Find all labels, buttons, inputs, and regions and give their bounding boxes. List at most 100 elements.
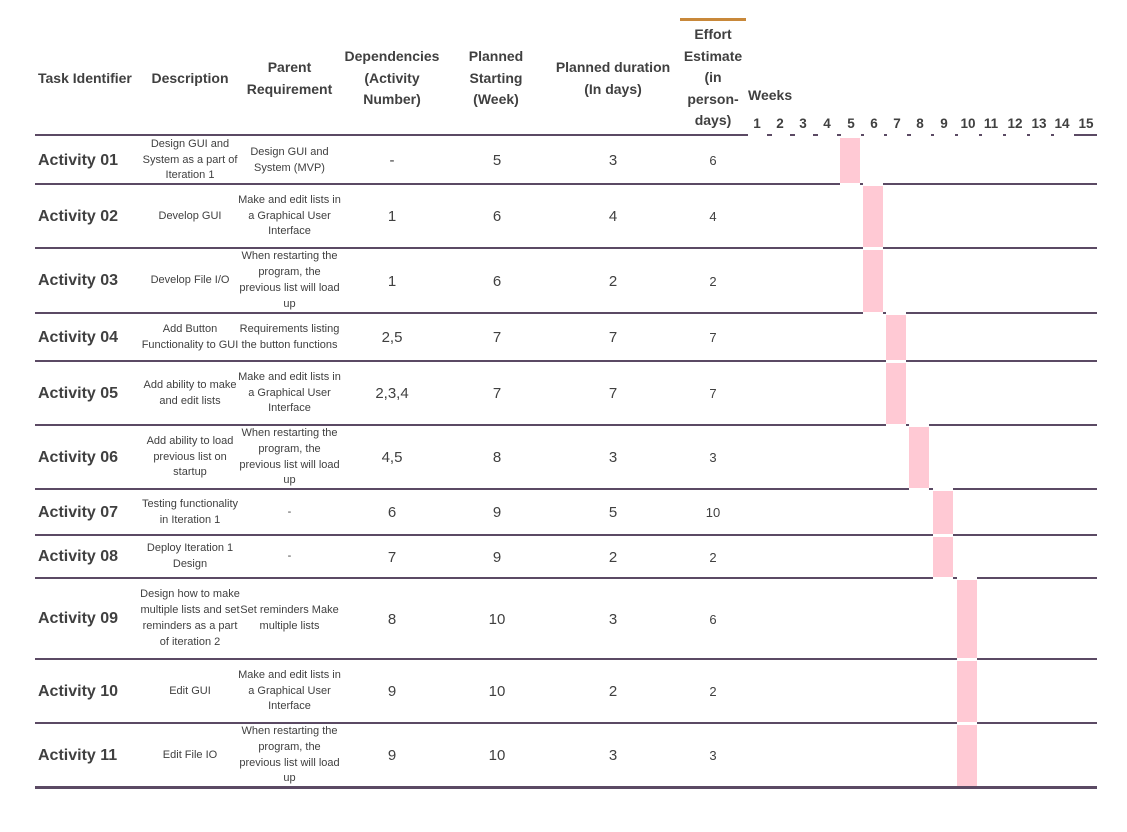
- parent-requirement: Make and edit lists in a Graphical User …: [238, 370, 341, 415]
- row-divider: [35, 534, 933, 536]
- dependencies: 4,5: [381, 449, 403, 466]
- dependencies: 1: [387, 272, 397, 290]
- dependencies: -: [389, 152, 395, 169]
- header-rule: [1077, 134, 1097, 136]
- activity-id: Activity 10: [38, 682, 119, 700]
- activity-description: Develop File I/O: [150, 274, 230, 287]
- week-number: 13: [1031, 116, 1047, 131]
- header-rule: [790, 134, 795, 136]
- gantt-bar: [957, 661, 977, 722]
- row-divider: [953, 534, 1097, 536]
- effort-estimate: 6: [709, 153, 717, 168]
- dependencies: 9: [387, 683, 397, 700]
- week-number: 7: [893, 116, 901, 131]
- dependencies: 8: [387, 610, 397, 628]
- row-divider: [977, 722, 1097, 724]
- parent-requirement: When restarting the program, the previou…: [239, 426, 340, 487]
- week-number: 11: [983, 116, 999, 131]
- planned-start: 10: [488, 610, 506, 628]
- row-divider: [35, 658, 957, 660]
- activity-description: Add ability to load previous list on sta…: [146, 434, 234, 479]
- planned-start: 8: [492, 449, 502, 466]
- header-rule: [861, 134, 864, 136]
- activity-description: Develop GUI: [158, 209, 222, 222]
- header-planned-duration: Planned duration (In days): [555, 59, 671, 97]
- row-divider: [883, 312, 886, 314]
- parent-requirement: Set reminders Make multiple lists: [240, 604, 339, 632]
- planned-duration: 4: [608, 208, 618, 225]
- planned-duration: 3: [608, 152, 618, 169]
- effort-estimate: 3: [709, 748, 717, 763]
- effort-estimate: 4: [709, 209, 717, 224]
- header-parent-requirement: Parent Requirement: [246, 59, 333, 97]
- row-divider: [35, 360, 886, 362]
- dependencies: 1: [387, 208, 397, 225]
- row-divider: [35, 247, 863, 249]
- row-divider: [35, 183, 840, 185]
- row-divider: [929, 424, 1097, 426]
- row-divider: [35, 786, 1097, 789]
- activity-description: Deploy Iteration 1 Design: [146, 542, 234, 570]
- effort-header-accent: [680, 18, 746, 21]
- gantt-bar: [957, 580, 977, 658]
- header-rule: [767, 134, 772, 136]
- planned-duration: 7: [608, 385, 618, 402]
- header-dependencies: Dependencies (Activity Number): [344, 48, 440, 107]
- gantt-bar: [863, 250, 883, 312]
- row-divider: [906, 424, 909, 426]
- row-divider: [977, 577, 1097, 579]
- activity-description: Add ability to make and edit lists: [143, 378, 237, 407]
- activity-id: Activity 06: [38, 448, 119, 466]
- activity-id: Activity 09: [38, 610, 119, 627]
- row-divider: [883, 247, 1097, 249]
- parent-requirement: When restarting the program, the previou…: [239, 250, 340, 310]
- header-rule: [35, 134, 748, 136]
- planned-start: 6: [492, 272, 502, 290]
- row-divider: [35, 577, 933, 579]
- activity-id: Activity 03: [38, 272, 119, 289]
- activity-id: Activity 08: [38, 548, 119, 565]
- row-divider: [906, 360, 1097, 362]
- row-divider: [35, 722, 957, 724]
- header-task-identifier: Task Identifier: [38, 70, 132, 86]
- activity-description: Testing functionality in Iteration 1: [142, 497, 238, 526]
- header-rule: [931, 134, 934, 136]
- effort-estimate: 7: [709, 386, 717, 401]
- planned-start: 10: [488, 683, 506, 700]
- gantt-bar: [863, 186, 883, 247]
- dependencies: 9: [387, 747, 397, 764]
- row-divider: [883, 183, 1097, 185]
- planned-duration: 3: [608, 747, 618, 764]
- dependencies: 6: [387, 504, 397, 521]
- row-divider: [860, 183, 863, 185]
- activity-description: Edit GUI: [169, 684, 211, 697]
- effort-estimate: 2: [709, 549, 717, 565]
- week-number: 10: [960, 116, 976, 131]
- planned-start: 5: [492, 152, 502, 169]
- activity-id: Activity 02: [38, 207, 119, 225]
- activity-id: Activity 05: [38, 384, 119, 402]
- week-number: 4: [823, 116, 831, 131]
- planned-duration: 2: [608, 683, 618, 700]
- gantt-bar: [840, 138, 860, 183]
- parent-requirement: Make and edit lists in a Graphical User …: [238, 668, 341, 713]
- activity-id: Activity 11: [38, 746, 118, 764]
- row-divider: [929, 488, 933, 490]
- row-divider: [977, 658, 1097, 660]
- activity-id: Activity 01: [38, 151, 119, 169]
- planned-duration: 7: [608, 329, 618, 346]
- header-weeks: Weeks: [748, 87, 793, 103]
- planned-start: 10: [488, 747, 506, 764]
- header-rule: [955, 134, 958, 136]
- header-rule: [1051, 134, 1054, 136]
- activity-description: Design how to make multiple lists and se…: [140, 588, 240, 648]
- header-rule: [813, 134, 818, 136]
- week-number: 12: [1007, 116, 1023, 131]
- planned-duration: 3: [608, 610, 618, 628]
- header-rule: [1003, 134, 1006, 136]
- gantt-bar: [933, 537, 953, 577]
- header-rule: [907, 134, 911, 136]
- row-divider: [35, 488, 909, 490]
- header-rule: [1027, 134, 1030, 136]
- row-divider: [35, 424, 886, 426]
